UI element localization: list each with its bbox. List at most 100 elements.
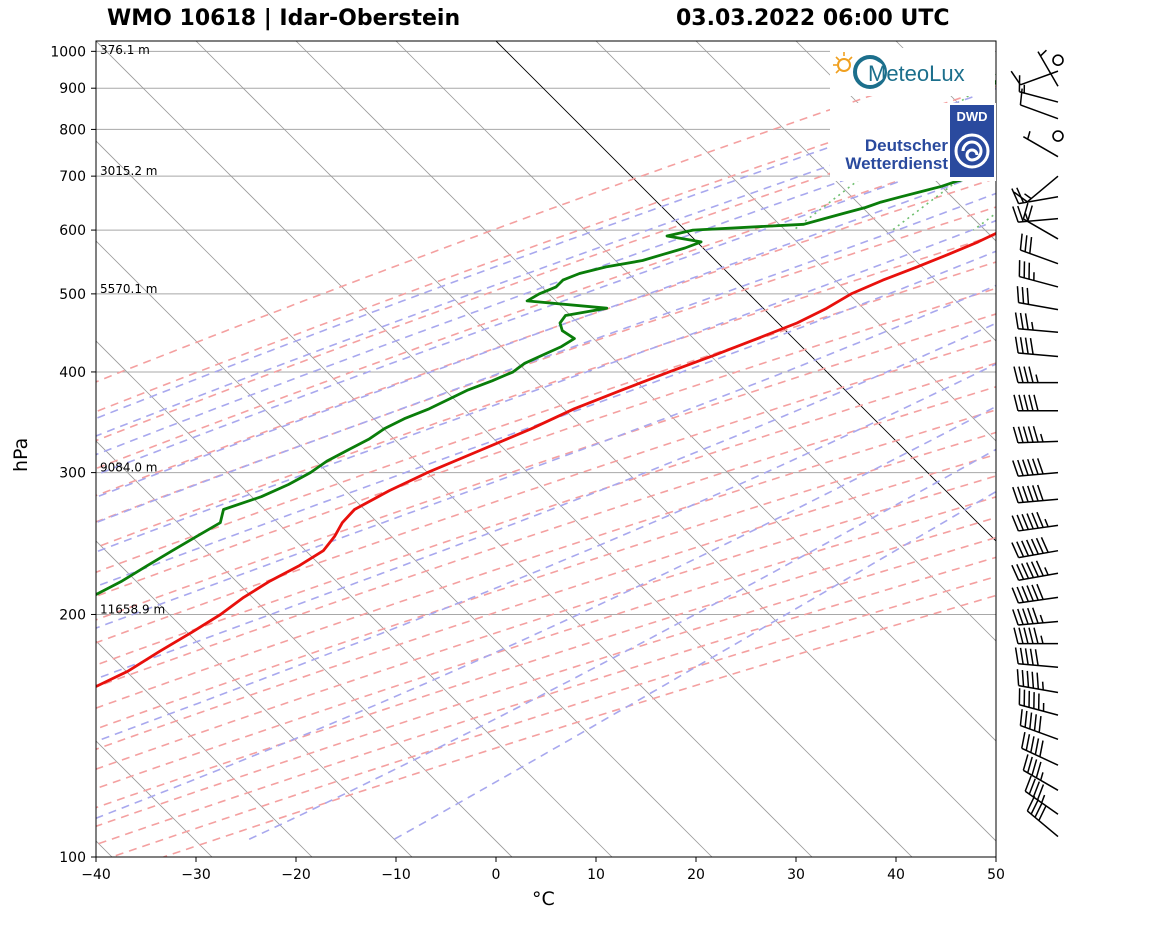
barb-flag	[1021, 513, 1029, 530]
height-label: 5570.1 m	[100, 282, 158, 296]
barb-flag	[1017, 205, 1024, 222]
barb-flag	[1023, 627, 1029, 644]
barb-flag	[1016, 541, 1025, 558]
isotherm-line	[595, 41, 996, 442]
barb-flag	[1026, 205, 1033, 222]
barb-flag	[1029, 648, 1034, 666]
barb-flag	[1024, 313, 1029, 330]
barb-flag	[1027, 458, 1034, 476]
y-tick-label: 900	[59, 81, 86, 97]
barb-flag	[1032, 426, 1039, 443]
meteolux-wordmark: MeteoLux	[868, 61, 965, 86]
wind-barb	[1016, 669, 1059, 694]
x-tick-label: 40	[887, 867, 905, 883]
wind-barb	[1011, 511, 1059, 532]
barb-flag	[1024, 710, 1028, 728]
barb-staff	[1018, 217, 1059, 223]
wind-barb	[1012, 205, 1059, 223]
barb-flag	[1017, 608, 1024, 625]
wind-barb	[1019, 709, 1059, 740]
barb-flag	[1034, 738, 1040, 755]
y-tick-label: 600	[59, 223, 86, 239]
barb-flag	[1027, 485, 1034, 502]
x-tick-label: 20	[687, 867, 705, 883]
isotherm-line	[96, 340, 613, 857]
barb-staff	[1026, 175, 1059, 203]
barb-staff	[1018, 328, 1059, 334]
moist-adiabat	[392, 490, 996, 841]
barb-flag	[1026, 756, 1033, 774]
barb-flag	[1029, 236, 1033, 254]
barb-flag	[1021, 287, 1025, 304]
y-tick-label: 400	[59, 365, 86, 381]
height-label: 11658.9 m	[100, 602, 165, 616]
barb-flag	[1022, 426, 1029, 443]
barb-flag	[1017, 459, 1024, 476]
barb-flag	[1031, 485, 1039, 502]
barb-flag	[1021, 731, 1026, 749]
barb-flag	[1018, 627, 1024, 644]
temperature-profile	[96, 231, 996, 689]
wind-barb	[1014, 312, 1059, 334]
barb-half-flag	[1040, 433, 1044, 443]
wind-barb	[1019, 233, 1059, 265]
dry-adiabat	[163, 594, 996, 857]
barb-flag	[1035, 560, 1044, 577]
sun-icon	[833, 52, 853, 74]
barb-flag	[1038, 805, 1047, 821]
barb-flag	[1022, 754, 1029, 771]
x-tick-label: −40	[81, 867, 111, 883]
barb-flag	[1034, 649, 1039, 666]
dry-adiabat	[96, 147, 996, 470]
dry-adiabat	[96, 475, 996, 770]
timestamp-title: 03.03.2022 06:00 UTC	[676, 6, 950, 31]
barb-flag	[1033, 394, 1039, 411]
barb-flag	[1035, 537, 1044, 554]
barb-flag	[1028, 394, 1034, 411]
barb-flag	[1029, 337, 1034, 355]
x-tick-label: 30	[787, 867, 805, 883]
barb-half-flag	[1024, 193, 1032, 200]
moist-adiabat	[96, 322, 996, 680]
y-tick-label: 500	[59, 287, 86, 303]
barb-flag	[1013, 366, 1019, 383]
mixing-ratio-line	[1154, 41, 1160, 230]
moist-adiabat	[96, 363, 996, 743]
wind-barb	[1013, 366, 1058, 384]
barb-flag	[1018, 366, 1024, 383]
wind-barb	[1014, 336, 1059, 358]
dwd-badge-text: DWD	[956, 109, 987, 124]
x-tick-label: 10	[587, 867, 605, 883]
wind-barb	[1022, 131, 1059, 158]
wind-barb	[1012, 426, 1059, 444]
barb-flag	[1014, 336, 1019, 354]
dry-adiabat	[96, 431, 996, 730]
barb-flag	[1023, 366, 1029, 383]
wind-barb	[1026, 795, 1059, 838]
barb-staff	[1020, 104, 1059, 120]
barb-flag	[1011, 188, 1020, 204]
height-label: 376.1 m	[100, 43, 150, 57]
wind-barb	[1037, 49, 1059, 87]
moist-adiabat	[247, 448, 996, 841]
dry-adiabat	[96, 177, 996, 497]
y-tick-label: 800	[59, 122, 86, 138]
barb-flag	[1022, 608, 1029, 625]
barb-staff	[1018, 471, 1059, 477]
barb-flag	[1013, 394, 1019, 411]
dwd-wordmark-line2: Wetterdienst	[845, 154, 948, 173]
wind-barb	[1052, 130, 1064, 142]
barb-flag	[1021, 586, 1029, 602]
barb-staff	[1021, 747, 1059, 766]
barb-flag	[1026, 585, 1034, 602]
wind-barb	[1011, 583, 1059, 604]
barb-flag	[1019, 647, 1024, 665]
barb-flag	[1013, 627, 1019, 644]
barb-flag	[1011, 542, 1020, 558]
barb-half-flag	[1039, 614, 1044, 624]
barb-flag	[1012, 206, 1019, 223]
wind-barb	[1013, 627, 1058, 645]
barb-flag	[1031, 512, 1039, 529]
y-tick-label: 1000	[50, 44, 86, 60]
barb-flag	[1019, 709, 1023, 726]
